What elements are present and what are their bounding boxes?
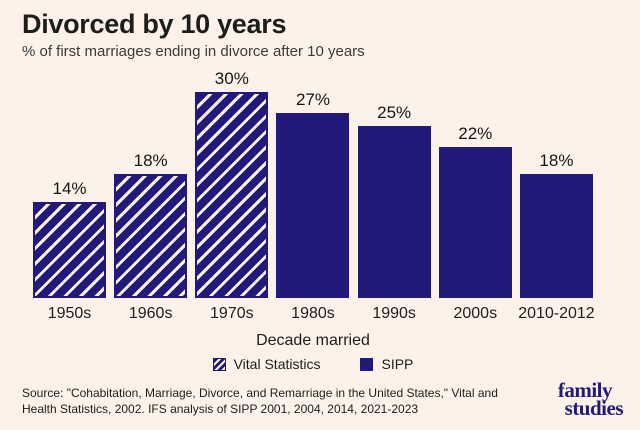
bar-column-2010-2012: 18% 2010-2012 <box>518 150 595 325</box>
x-tick-label: 2000s <box>453 305 498 322</box>
bar-column-1960s: 18% 1960s <box>114 150 188 325</box>
bar-2000s <box>438 147 512 298</box>
bar-chart: 14% 1950s 18% 1960s 30% 1970s 27% 1980s 25% 1990s… <box>33 68 595 325</box>
x-tick-label: 1950s <box>47 305 92 322</box>
bar-1990s <box>357 126 431 298</box>
chart-legend: Vital Statistics SIPP <box>33 356 593 372</box>
chart-subtitle: % of first marriages ending in divorce a… <box>22 43 365 60</box>
bar-value-label: 27% <box>295 89 330 109</box>
logo-text-studies: studies <box>564 396 624 420</box>
legend-item-vital-statistics: Vital Statistics <box>212 356 321 372</box>
x-tick-label: 2010-2012 <box>518 305 595 322</box>
bar-1960s <box>114 174 188 298</box>
bar-value-label: 18% <box>133 150 168 170</box>
legend-label: Vital Statistics <box>233 356 321 372</box>
bar-column-2000s: 22% 2000s <box>438 123 512 325</box>
x-tick-label: 1980s <box>291 305 335 322</box>
source-line: Source: "Cohabitation, Marriage, Divorce… <box>22 386 498 400</box>
x-axis-label: Decade married <box>256 332 370 349</box>
bar-1970s <box>195 92 269 298</box>
hatched-swatch-icon <box>212 357 226 371</box>
legend-label: SIPP <box>381 356 414 372</box>
logo-text-family: family <box>557 378 613 402</box>
family-studies-logo: family studies <box>557 378 624 420</box>
bar-column-1990s: 25% 1990s <box>357 102 431 325</box>
x-tick-label: 1960s <box>128 305 173 322</box>
chart-title: Divorced by 10 years <box>22 9 287 39</box>
source-line: Health Statistics, 2002. IFS analysis of… <box>22 402 419 417</box>
bar-value-label: 22% <box>458 123 493 143</box>
bar-column-1970s: 30% 1970s <box>195 68 269 325</box>
solid-swatch-icon <box>360 357 374 371</box>
x-tick-label: 1990s <box>372 305 416 322</box>
legend-item-sipp: SIPP <box>360 356 413 372</box>
bar-1980s <box>276 113 350 298</box>
source-note: Source: "Cohabitation, Marriage, Divorce… <box>22 385 498 417</box>
bar-column-1980s: 27% 1980s <box>276 89 350 325</box>
bar-value-label: 18% <box>539 150 574 170</box>
x-tick-label: 1970s <box>210 305 254 322</box>
bar-2010-2012 <box>519 174 593 298</box>
bar-1950s <box>33 202 106 298</box>
bar-value-label: 30% <box>214 68 249 88</box>
bar-value-label: 14% <box>52 178 87 198</box>
bar-value-label: 25% <box>377 102 412 122</box>
bar-column-1950s: 14% 1950s <box>33 179 106 325</box>
